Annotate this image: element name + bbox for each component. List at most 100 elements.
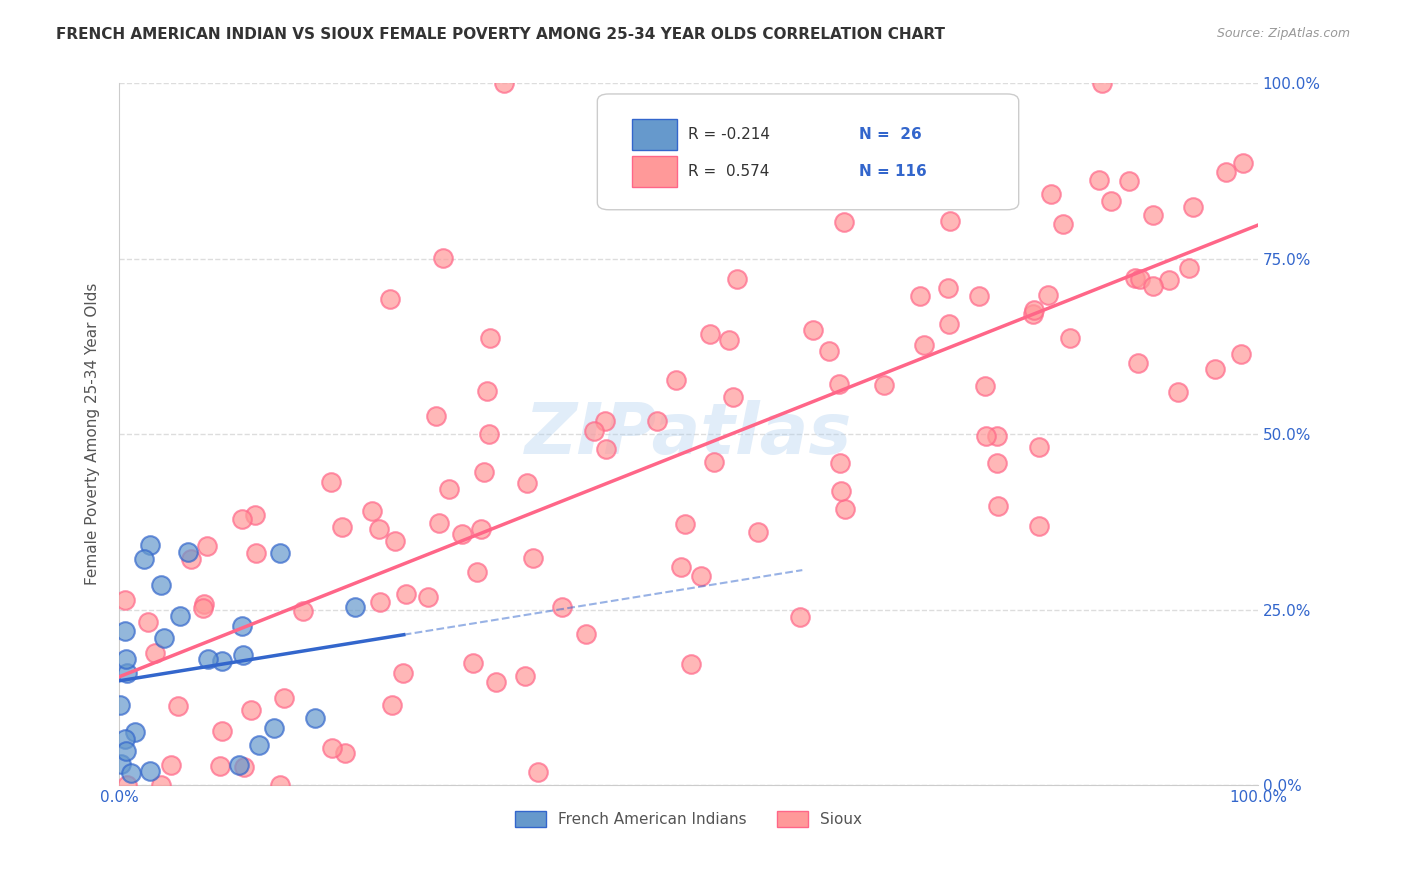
- French American Indians: [153, 631, 176, 645]
- Sioux: [1142, 208, 1164, 222]
- Sioux: [463, 656, 485, 670]
- Sioux: [1028, 519, 1050, 533]
- Sioux: [939, 214, 962, 228]
- Sioux: [522, 550, 544, 565]
- Sioux: [873, 378, 896, 392]
- Sioux: [583, 424, 606, 438]
- Sioux: [969, 289, 991, 303]
- Sioux: [1230, 347, 1253, 361]
- Sioux: [384, 533, 406, 548]
- Sioux: [273, 691, 295, 706]
- Sioux: [527, 765, 550, 780]
- Sioux: [321, 741, 343, 756]
- Sioux: [335, 746, 357, 760]
- Sioux: [645, 414, 668, 428]
- Sioux: [269, 778, 291, 792]
- Sioux: [1021, 307, 1043, 321]
- Sioux: [143, 646, 166, 660]
- Sioux: [470, 523, 492, 537]
- Sioux: [595, 442, 617, 456]
- Sioux: [425, 409, 447, 423]
- Sioux: [703, 455, 725, 469]
- Sioux: [114, 592, 136, 607]
- Text: ZIPatlas: ZIPatlas: [524, 400, 852, 469]
- Text: N = 116: N = 116: [859, 164, 927, 179]
- Text: FRENCH AMERICAN INDIAN VS SIOUX FEMALE POVERTY AMONG 25-34 YEAR OLDS CORRELATION: FRENCH AMERICAN INDIAN VS SIOUX FEMALE P…: [56, 27, 945, 42]
- Sioux: [689, 569, 711, 583]
- Sioux: [699, 326, 721, 341]
- Sioux: [673, 517, 696, 532]
- French American Indians: [228, 757, 250, 772]
- Sioux: [180, 551, 202, 566]
- Sioux: [688, 108, 710, 122]
- French American Indians: [177, 545, 200, 559]
- Sioux: [193, 601, 215, 615]
- French American Indians: [139, 538, 162, 552]
- French American Indians: [249, 738, 271, 752]
- Sioux: [1118, 174, 1140, 188]
- Sioux: [828, 376, 851, 391]
- Sioux: [986, 429, 1008, 443]
- Sioux: [974, 378, 997, 392]
- Sioux: [665, 373, 688, 387]
- Sioux: [515, 669, 537, 683]
- Sioux: [330, 520, 353, 534]
- Sioux: [240, 703, 263, 717]
- Text: R =  0.574: R = 0.574: [689, 164, 770, 179]
- French American Indians: [134, 551, 156, 566]
- Sioux: [1052, 217, 1074, 231]
- Sioux: [550, 599, 572, 614]
- Sioux: [245, 508, 267, 522]
- Sioux: [193, 597, 215, 611]
- Sioux: [920, 128, 942, 142]
- Sioux: [136, 615, 159, 630]
- Legend: French American Indians, Sioux: French American Indians, Sioux: [509, 805, 868, 834]
- Sioux: [245, 546, 267, 560]
- Sioux: [1036, 287, 1059, 301]
- FancyBboxPatch shape: [598, 94, 1019, 210]
- French American Indians: [211, 654, 233, 668]
- Sioux: [166, 699, 188, 714]
- Sioux: [233, 760, 256, 774]
- Sioux: [392, 666, 415, 681]
- Sioux: [478, 427, 501, 442]
- Sioux: [231, 512, 253, 526]
- Sioux: [516, 476, 538, 491]
- French American Indians: [269, 547, 291, 561]
- Sioux: [938, 317, 960, 331]
- Sioux: [1091, 77, 1114, 91]
- Sioux: [1125, 271, 1147, 285]
- Sioux: [1028, 440, 1050, 454]
- Sioux: [211, 723, 233, 738]
- Sioux: [432, 251, 454, 265]
- French American Indians: [114, 624, 136, 639]
- French American Indians: [124, 725, 146, 739]
- Sioux: [832, 215, 855, 229]
- French American Indians: [304, 710, 326, 724]
- Sioux: [818, 344, 841, 359]
- Sioux: [485, 675, 508, 690]
- Sioux: [747, 524, 769, 539]
- Sioux: [976, 429, 998, 443]
- Sioux: [291, 604, 314, 618]
- Sioux: [150, 778, 173, 792]
- Sioux: [115, 778, 138, 792]
- Sioux: [1178, 261, 1201, 276]
- Sioux: [1059, 331, 1081, 345]
- FancyBboxPatch shape: [631, 119, 678, 150]
- Sioux: [718, 333, 741, 347]
- Sioux: [801, 323, 824, 337]
- Sioux: [834, 502, 856, 516]
- Sioux: [1088, 173, 1111, 187]
- Text: R = -0.214: R = -0.214: [689, 128, 770, 142]
- Sioux: [830, 456, 852, 470]
- Sioux: [1126, 356, 1149, 370]
- Sioux: [472, 465, 495, 479]
- Sioux: [912, 338, 935, 352]
- French American Indians: [169, 609, 191, 624]
- Sioux: [1101, 194, 1123, 208]
- Sioux: [1142, 278, 1164, 293]
- Sioux: [908, 289, 931, 303]
- French American Indians: [231, 648, 253, 662]
- Sioux: [361, 504, 384, 518]
